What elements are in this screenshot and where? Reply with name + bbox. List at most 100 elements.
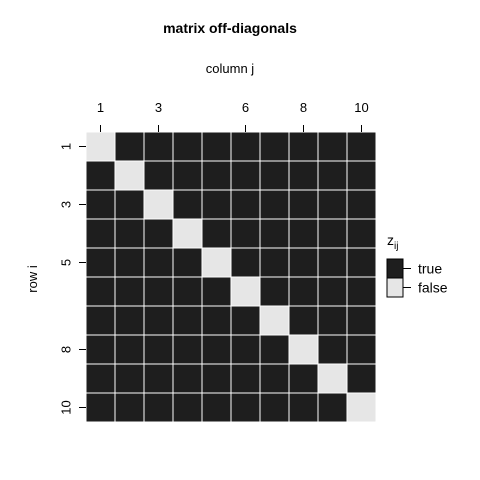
heatmap-cell-r1-c2 [114,131,145,162]
heatmap-cell-r1-c3 [143,131,174,162]
heatmap-cell-r5-c3 [143,247,174,278]
heatmap-cell-r10-c1 [85,392,116,423]
legend: zij true false [386,232,448,298]
heatmap-cell-r10-c4 [172,392,203,423]
heatmap-cell-r1-c4 [172,131,203,162]
heatmap-cell-r3-c3 [143,189,174,220]
heatmap-cell-r8-c7 [259,334,290,365]
heatmap-cell-r4-c5 [201,218,232,249]
heatmap-cell-r7-c5 [201,305,232,336]
heatmap-cell-r8-c5 [201,334,232,365]
heatmap-cell-r8-c6 [230,334,261,365]
heatmap-cell-r3-c6 [230,189,261,220]
heatmap-cell-r3-c7 [259,189,290,220]
heatmap-cell-r6-c9 [317,276,348,307]
y-tick-label: 5 [59,259,74,266]
heatmap-cell-r6-c4 [172,276,203,307]
heatmap-cell-r3-c4 [172,189,203,220]
heatmap-cell-r3-c5 [201,189,232,220]
heatmap-cell-r9-c5 [201,363,232,394]
heatmap-cell-r5-c7 [259,247,290,278]
heatmap-cell-r6-c10 [346,276,377,307]
heatmap-cell-r10-c7 [259,392,290,423]
heatmap-cell-r3-c10 [346,189,377,220]
x-axis-ticks: 1 3 6 8 10 [97,100,369,132]
heatmap-cell-r9-c10 [346,363,377,394]
legend-swatch-true [386,258,404,279]
x-tick-label: 10 [354,100,368,115]
heatmap-cell-r2-c1 [85,160,116,191]
legend-title: zij [387,232,398,252]
heatmap-cell-r10-c8 [288,392,319,423]
heatmap-cell-r4-c1 [85,218,116,249]
heatmap-cell-r6-c7 [259,276,290,307]
heatmap-cell-r10-c2 [114,392,145,423]
heatmap-cell-r10-c3 [143,392,174,423]
legend-label-false: false [418,280,448,296]
legend-title-main: z [387,232,394,248]
heatmap-cell-r5-c10 [346,247,377,278]
heatmap-cell-r2-c5 [201,160,232,191]
heatmap-cell-r5-c4 [172,247,203,278]
heatmap-cell-r7-c4 [172,305,203,336]
heatmap-cell-r2-c9 [317,160,348,191]
heatmap-cell-r6-c2 [114,276,145,307]
heatmap-cells [85,131,377,423]
heatmap-cell-r2-c10 [346,160,377,191]
heatmap-cell-r4-c2 [114,218,145,249]
heatmap-cell-r10-c6 [230,392,261,423]
heatmap-cell-r1-c1 [85,131,116,162]
heatmap-cell-r8-c9 [317,334,348,365]
heatmap-cell-r4-c6 [230,218,261,249]
heatmap-cell-r7-c1 [85,305,116,336]
heatmap-cell-r7-c9 [317,305,348,336]
heatmap-cell-r2-c4 [172,160,203,191]
heatmap-cell-r5-c1 [85,247,116,278]
x-tick-label: 8 [300,100,307,115]
heatmap-cell-r7-c2 [114,305,145,336]
heatmap-cell-r6-c3 [143,276,174,307]
heatmap-cell-r2-c2 [114,160,145,191]
x-tick-label: 1 [97,100,104,115]
heatmap-cell-r1-c7 [259,131,290,162]
heatmap-cell-r7-c10 [346,305,377,336]
heatmap-cell-r9-c4 [172,363,203,394]
heatmap-cell-r2-c8 [288,160,319,191]
chart-title: matrix off-diagonals [163,20,297,36]
heatmap-cell-r5-c6 [230,247,261,278]
heatmap-cell-r1-c10 [346,131,377,162]
heatmap-cell-r1-c8 [288,131,319,162]
heatmap-cell-r7-c8 [288,305,319,336]
y-tick-label: 8 [59,346,74,353]
heatmap-cell-r8-c1 [85,334,116,365]
heatmap-cell-r4-c8 [288,218,319,249]
heatmap-cell-r5-c8 [288,247,319,278]
heatmap-cell-r1-c6 [230,131,261,162]
heatmap-cell-r4-c9 [317,218,348,249]
heatmap-cell-r7-c7 [259,305,290,336]
y-axis-ticks: 1 3 5 8 10 [59,143,86,415]
heatmap-cell-r10-c9 [317,392,348,423]
x-tick-label: 3 [155,100,162,115]
heatmap-cell-r5-c2 [114,247,145,278]
heatmap-cell-r8-c4 [172,334,203,365]
heatmap-cell-r6-c6 [230,276,261,307]
heatmap-cell-r4-c7 [259,218,290,249]
heatmap-cell-r8-c3 [143,334,174,365]
heatmap-cell-r10-c5 [201,392,232,423]
y-axis-label: row i [25,265,40,293]
heatmap-cell-r8-c2 [114,334,145,365]
heatmap-cell-r1-c9 [317,131,348,162]
y-tick-label: 3 [59,201,74,208]
y-tick-label: 10 [59,400,74,414]
heatmap-cell-r5-c5 [201,247,232,278]
heatmap-cell-r3-c1 [85,189,116,220]
heatmap-cell-r6-c1 [85,276,116,307]
heatmap-cell-r4-c4 [172,218,203,249]
heatmap-cell-r9-c3 [143,363,174,394]
heatmap-cell-r9-c1 [85,363,116,394]
heatmap-cell-r5-c9 [317,247,348,278]
heatmap-cell-r9-c2 [114,363,145,394]
